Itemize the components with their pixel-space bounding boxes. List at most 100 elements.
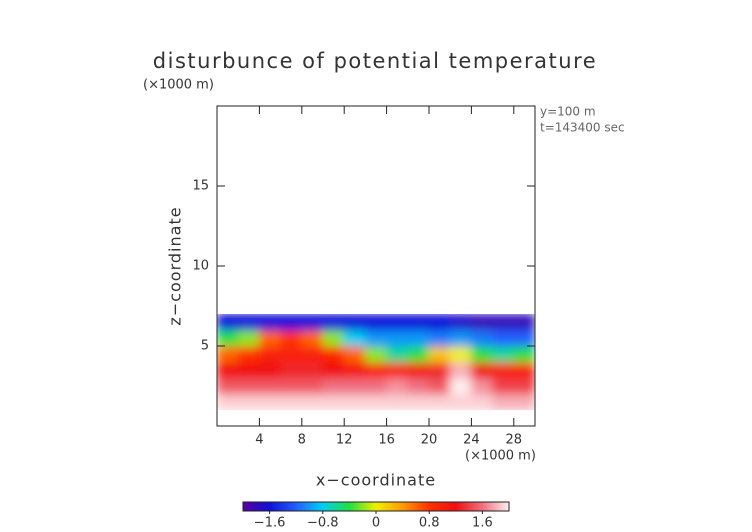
chart-title: disturbunce of potential temperature: [153, 49, 597, 73]
cell: [364, 314, 388, 331]
cell: [237, 377, 260, 395]
cell: [364, 393, 388, 410]
cell: [449, 377, 472, 395]
cell: [301, 377, 324, 395]
cell: [217, 361, 239, 379]
annotation: y=100 m: [540, 105, 596, 119]
cell: [449, 345, 472, 363]
colorbar-tick-label: −1.6: [254, 516, 286, 531]
cell: [513, 393, 535, 410]
cell: [343, 377, 366, 395]
cell: [258, 345, 282, 363]
x-tick-label: 16: [378, 433, 395, 448]
cell: [513, 314, 535, 331]
x-unit: (×1000 m): [465, 449, 536, 464]
cell: [217, 329, 239, 347]
cell: [428, 314, 451, 331]
cell: [217, 314, 239, 331]
cell: [364, 345, 388, 363]
cell: [386, 345, 409, 363]
cell: [470, 393, 494, 410]
colorbar-tick-label: 1.6: [472, 516, 493, 531]
cell: [322, 393, 345, 410]
colorbar: [242, 501, 510, 512]
annotation: t=143400 sec: [540, 121, 625, 135]
cell: [280, 314, 303, 331]
cell: [364, 377, 388, 395]
cell: [301, 314, 324, 331]
cell: [386, 377, 409, 395]
cell: [217, 393, 239, 410]
cell: [492, 329, 515, 347]
cell: [322, 361, 345, 379]
cell: [449, 361, 472, 379]
cell: [470, 361, 494, 379]
cell: [407, 314, 430, 331]
cell: [449, 314, 472, 331]
cell: [428, 361, 451, 379]
cell: [280, 393, 303, 410]
cell: [217, 377, 239, 395]
cell: [492, 377, 515, 395]
cell: [364, 361, 388, 379]
cell: [258, 361, 282, 379]
x-tick-label: 20: [421, 433, 438, 448]
cell: [492, 314, 515, 331]
cell: [237, 345, 260, 363]
cell: [301, 345, 324, 363]
cell: [428, 329, 451, 347]
cell: [280, 345, 303, 363]
cell: [470, 345, 494, 363]
cell: [343, 314, 366, 331]
cell: [343, 393, 366, 410]
cell: [280, 377, 303, 395]
cell: [237, 361, 260, 379]
colorbar-tick-label: 0.8: [419, 516, 440, 531]
x-tick-label: 28: [506, 433, 523, 448]
colorbar-tick-label: 0: [372, 516, 380, 531]
cell: [492, 393, 515, 410]
cell: [301, 361, 324, 379]
cell: [258, 393, 282, 410]
cell: [322, 329, 345, 347]
cell: [237, 393, 260, 410]
cell: [237, 329, 260, 347]
x-tick-label: 12: [336, 433, 353, 448]
cell: [258, 377, 282, 395]
cell: [513, 329, 535, 347]
cell: [364, 329, 388, 347]
x-axis-label: x−coordinate: [316, 471, 436, 490]
cell: [407, 361, 430, 379]
cell: [322, 314, 345, 331]
cell: [258, 314, 282, 331]
cell: [428, 345, 451, 363]
cell: [407, 393, 430, 410]
cell: [513, 361, 535, 379]
y-axis-label: z−coordinate: [166, 206, 185, 325]
cell: [470, 377, 494, 395]
x-tick-label: 8: [298, 433, 306, 448]
cell: [258, 329, 282, 347]
cell: [386, 314, 409, 331]
cell: [343, 345, 366, 363]
cell: [386, 393, 409, 410]
cell: [492, 345, 515, 363]
cell: [343, 361, 366, 379]
cell: [428, 377, 451, 395]
cell: [237, 314, 260, 331]
cell: [280, 361, 303, 379]
field: [217, 314, 535, 410]
colorbar-tick-label: −0.8: [307, 516, 339, 531]
cell: [513, 345, 535, 363]
cell: [513, 377, 535, 395]
cell: [386, 329, 409, 347]
cell: [322, 377, 345, 395]
cell: [407, 329, 430, 347]
cell: [428, 393, 451, 410]
cell: [301, 329, 324, 347]
x-tick-label: 4: [255, 433, 263, 448]
y-tick-label: 5: [201, 339, 209, 354]
cell: [407, 377, 430, 395]
cell: [470, 329, 494, 347]
